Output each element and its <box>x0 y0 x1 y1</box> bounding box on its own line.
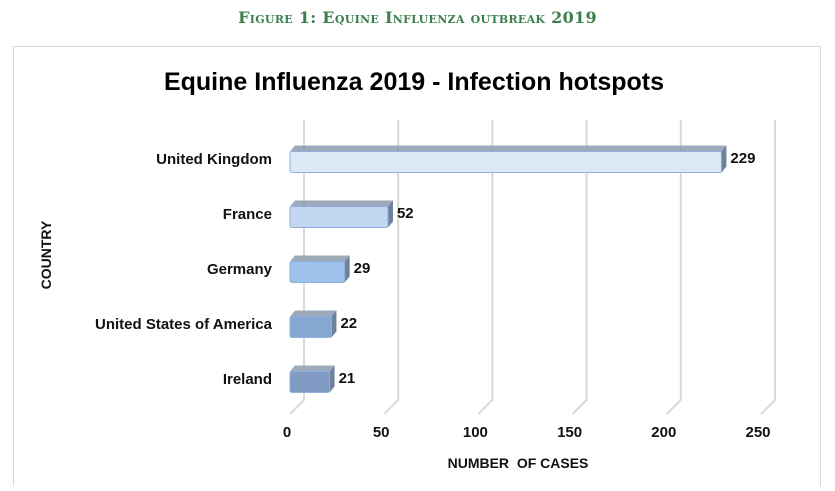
bar-top-face <box>290 365 335 372</box>
bar-top-face <box>290 310 337 317</box>
bar <box>289 310 337 338</box>
category-labels: United Kingdom France Germany United States… <box>95 151 273 388</box>
chart-title: Equine Influenza 2019 - Infection hotspo… <box>164 68 664 96</box>
bar <box>289 145 727 173</box>
chart-frame <box>13 46 821 486</box>
value-label: 52 <box>397 205 414 222</box>
value-label: 29 <box>354 260 371 277</box>
category-label: United States of America <box>95 316 273 333</box>
x-tick-label: 150 <box>557 424 582 441</box>
bar-front-face <box>289 206 389 228</box>
x-tick-label: 50 <box>373 424 390 441</box>
bar-side-face <box>387 200 393 228</box>
value-label: 21 <box>339 370 356 387</box>
x-tick-label: 200 <box>651 424 676 441</box>
gridlines <box>289 120 776 415</box>
bar <box>289 255 350 283</box>
gridline <box>571 120 588 415</box>
y-axis-label: COUNTRY <box>38 220 54 289</box>
bar <box>289 200 393 228</box>
gridline <box>477 120 494 415</box>
gridline <box>760 120 776 415</box>
bar-side-face <box>329 365 335 393</box>
category-label: Germany <box>207 261 273 278</box>
x-axis-label: NUMBER OF CASES <box>448 455 589 471</box>
bar-top-face <box>290 255 350 262</box>
category-label: Ireland <box>223 371 272 388</box>
x-tick-label: 100 <box>463 424 488 441</box>
value-labels: 229 52 29 22 21 <box>339 150 756 387</box>
category-label: United Kingdom <box>156 151 272 168</box>
x-tick-label: 250 <box>745 424 770 441</box>
bar-front-face <box>289 151 722 173</box>
x-tick-label: 0 <box>283 424 291 441</box>
bars <box>289 145 727 393</box>
bar-front-face <box>289 261 346 283</box>
value-label: 22 <box>340 315 357 332</box>
bar-top-face <box>290 200 393 207</box>
bar-front-face <box>289 371 331 393</box>
bar-side-face <box>344 255 350 283</box>
bar <box>289 365 335 393</box>
figure-caption: Figure 1: Equine Influenza outbreak 2019 <box>238 8 597 27</box>
value-label: 229 <box>730 150 755 167</box>
gridline <box>383 120 400 415</box>
gridline <box>666 120 682 415</box>
x-tick-labels: 0 50 100 150 200 250 <box>283 424 771 441</box>
bar-side-face <box>331 310 337 338</box>
category-label: France <box>223 206 272 223</box>
bar-top-face <box>290 145 727 152</box>
bar-side-face <box>721 145 727 173</box>
bar-front-face <box>289 316 332 338</box>
